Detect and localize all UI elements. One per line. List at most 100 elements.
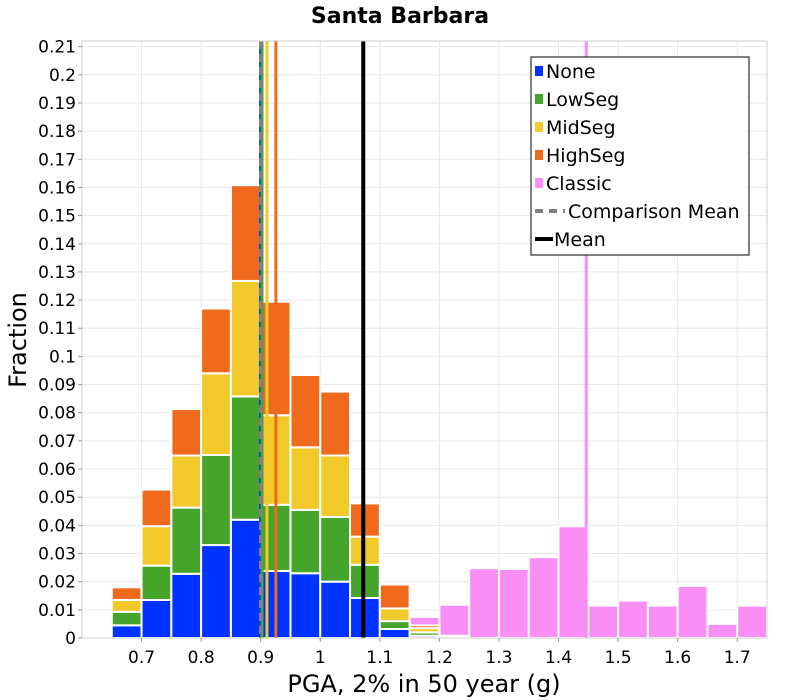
bar-midseg — [378, 607, 411, 623]
legend: None LowSeg MidSeg HighSeg Classic Comparison… — [530, 56, 750, 256]
legend-swatch — [535, 150, 543, 160]
bar-none — [378, 627, 411, 640]
y-tick-label: 0.17 — [38, 150, 76, 170]
bar-highseg — [408, 624, 441, 630]
bar-classic — [497, 568, 530, 640]
x-tick-label: 0.8 — [188, 648, 215, 668]
legend-label: None — [546, 61, 596, 83]
legend-label: LowSeg — [546, 89, 619, 111]
y-tick-label: 0.02 — [38, 573, 76, 593]
bar-lowseg — [229, 395, 262, 521]
x-tick-label: 1.4 — [545, 648, 572, 668]
bar-classic — [468, 567, 500, 640]
y-tick-label: 0.03 — [38, 545, 76, 565]
bar-highseg — [200, 307, 232, 375]
bar-highseg — [378, 583, 411, 610]
y-tick-label: 0.14 — [38, 235, 76, 255]
x-tick-label: 1.5 — [605, 648, 632, 668]
bar-midseg — [110, 598, 143, 613]
y-tick-label: 0.08 — [38, 404, 76, 424]
bar-lowseg — [140, 564, 173, 601]
x-tick-label: 1.6 — [664, 648, 691, 668]
x-tick-label: 1.7 — [724, 648, 751, 668]
bar-midseg — [140, 525, 173, 567]
bar-highseg — [110, 586, 143, 601]
y-tick-label: 0.04 — [38, 516, 76, 536]
bar-classic — [706, 622, 739, 639]
bar-lowseg — [289, 508, 322, 575]
legend-box — [530, 56, 750, 256]
bar-highseg — [229, 184, 262, 282]
y-tick-label: 0.15 — [38, 207, 76, 227]
bar-none — [229, 518, 262, 640]
y-tick-label: 0.16 — [38, 178, 76, 198]
bar-none — [200, 544, 232, 639]
y-tick-label: 0.19 — [38, 94, 76, 114]
bar-classic — [438, 603, 471, 639]
plot-frame — [81, 40, 768, 639]
legend-swatch — [535, 94, 543, 104]
y-tick-label: 0.21 — [38, 38, 76, 58]
y-tick-label: 0 — [65, 629, 76, 649]
y-tick-label: 0.06 — [38, 460, 76, 480]
y-tick-label: 0.13 — [38, 263, 76, 283]
x-tick-label: 1.1 — [366, 648, 393, 668]
legend-label: HighSeg — [546, 145, 625, 167]
y-tick-label: 0.09 — [38, 376, 76, 396]
legend-label: MidSeg — [546, 117, 616, 139]
y-tick-label: 0.2 — [49, 66, 76, 86]
bar-none — [319, 580, 352, 640]
bar-lowseg — [170, 506, 203, 575]
y-axis-ticks: 0 0.01 0.02 0.03 0.04 0.05 0.06 0.07 0.08 0.09 0.1… — [38, 38, 82, 649]
bar-highseg — [170, 408, 203, 457]
x-tick-label: 1 — [315, 648, 326, 668]
legend-label: Classic — [546, 173, 612, 195]
bar-highseg — [438, 634, 471, 639]
y-tick-label: 0.05 — [38, 488, 76, 508]
bar-highseg — [140, 488, 173, 528]
bar-classic — [676, 584, 709, 640]
legend-swatch — [535, 122, 543, 132]
y-tick-label: 0.11 — [38, 319, 76, 339]
bar-classic — [646, 604, 679, 639]
x-tick-label: 0.7 — [128, 648, 155, 668]
y-tick-label: 0.07 — [38, 432, 76, 452]
y-tick-label: 0.1 — [49, 347, 76, 367]
legend-items: None LowSeg MidSeg HighSeg Classic Comparison… — [535, 61, 740, 251]
bar-highseg — [319, 390, 352, 457]
bar-classic — [587, 604, 620, 639]
bar-none — [140, 598, 173, 640]
mean-lines — [258, 41, 588, 638]
x-tick-label: 0.9 — [247, 648, 274, 668]
x-tick-label: 1.2 — [426, 648, 453, 668]
bar-midseg — [200, 372, 232, 456]
legend-label: Mean — [554, 229, 606, 251]
chart-title: Santa Barbara — [311, 4, 489, 29]
bar-classic — [557, 525, 590, 640]
bar-lowseg — [110, 610, 143, 627]
bar-lowseg — [378, 620, 411, 630]
legend-swatch — [535, 66, 543, 76]
bar-midseg — [170, 454, 203, 509]
legend-swatch — [535, 178, 543, 188]
y-tick-label: 0.01 — [38, 601, 76, 621]
bar-none — [110, 624, 143, 639]
x-axis-ticks: 0.7 0.8 0.9 1 1.1 1.2 1.3 1.4 1.5 1.6 1.7 — [128, 638, 751, 668]
bar-lowseg — [200, 453, 232, 547]
bar-midseg — [229, 279, 262, 398]
y-tick-label: 0.18 — [38, 122, 76, 142]
bar-lowseg — [319, 515, 352, 583]
bar-classic — [736, 604, 769, 639]
bar-highseg — [289, 373, 322, 449]
bar-midseg — [319, 454, 352, 518]
bar-none — [170, 572, 203, 639]
bar-midseg — [289, 446, 322, 511]
bar-none — [289, 572, 322, 640]
y-tick-label: 0.12 — [38, 291, 76, 311]
legend-label: Comparison Mean — [568, 201, 740, 223]
y-axis-label: Fraction — [4, 292, 32, 388]
x-axis-label: PGA, 2% in 50 year (g) — [287, 670, 560, 698]
bar-classic — [617, 599, 649, 639]
bar-classic — [527, 556, 560, 639]
